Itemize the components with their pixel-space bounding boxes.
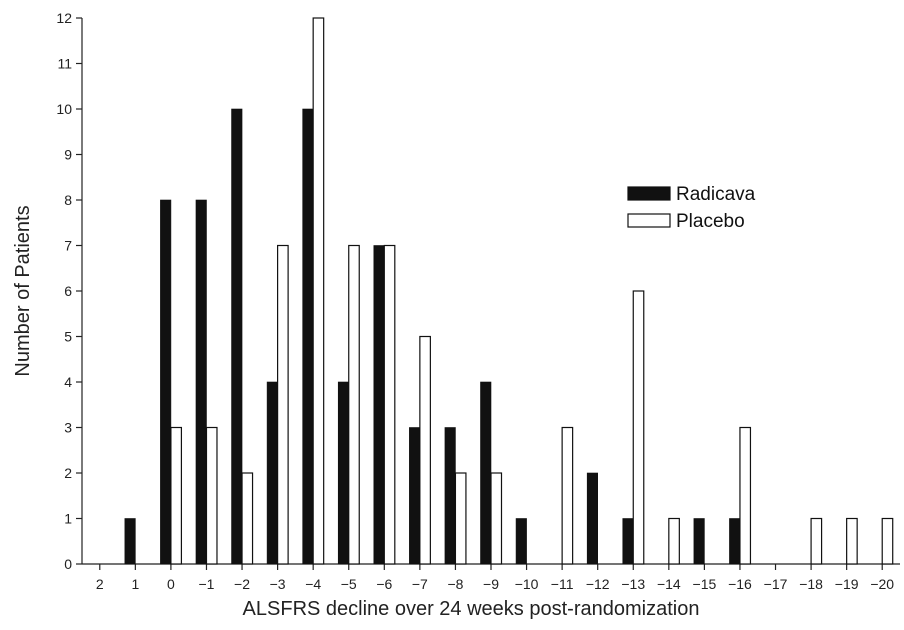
legend-label-placebo: Placebo [676, 211, 745, 232]
x-tick-label: 1 [131, 576, 139, 592]
bar-placebo-11 [490, 472, 503, 565]
bar-radicava-6 [302, 108, 314, 565]
bar-radicava-9 [409, 427, 421, 565]
x-tick-label: −9 [483, 576, 499, 592]
bar-placebo-6 [312, 17, 325, 565]
x-tick-label: −13 [621, 576, 645, 592]
y-tick-label: 4 [64, 374, 72, 390]
y-tick-label: 0 [64, 556, 72, 572]
bar-placebo-5 [277, 244, 289, 565]
y-tick-label: 11 [57, 56, 72, 72]
x-tick-label: −11 [551, 576, 574, 592]
y-axis-title: Number of Patients [12, 205, 34, 376]
x-tick-label: −7 [412, 576, 428, 592]
x-tick-label: −5 [341, 576, 357, 592]
x-tick-label: −19 [835, 576, 859, 592]
bar-placebo-21 [846, 517, 858, 565]
x-tick-label: −18 [799, 576, 823, 592]
bar-radicava-3 [195, 199, 207, 565]
y-tick-label: 5 [64, 329, 72, 345]
x-tick-label: −14 [657, 576, 681, 592]
bar-placebo-8 [383, 244, 396, 565]
y-tick-label: 7 [64, 238, 72, 254]
x-tick-label: −8 [447, 576, 463, 592]
bar-placebo-4 [241, 472, 254, 565]
bar-radicava-4 [231, 108, 243, 565]
legend-label-radicava: Radicava [676, 184, 756, 205]
bar-radicava-7 [337, 381, 350, 565]
y-tick-label: 10 [56, 101, 72, 117]
bar-placebo-15 [632, 290, 645, 565]
bar-placebo-20 [810, 517, 823, 565]
x-tick-label: −17 [764, 576, 788, 592]
bar-radicava-2 [160, 199, 172, 565]
y-tick-label: 6 [64, 283, 72, 299]
legend-swatch-radicava [627, 186, 671, 201]
y-tick-label: 2 [64, 465, 72, 481]
bar-placebo-9 [419, 335, 431, 565]
bar-radicava-18 [729, 518, 741, 565]
bar-radicava-5 [266, 381, 278, 565]
x-tick-label: 2 [96, 576, 104, 592]
y-tick-label: 8 [64, 192, 72, 208]
x-axis-title: ALSFRS decline over 24 weeks post-random… [243, 598, 700, 620]
bar-radicava-11 [480, 381, 492, 565]
x-tick-label: −12 [586, 576, 610, 592]
x-tick-label: 0 [167, 576, 175, 592]
x-tick-label: −1 [198, 576, 214, 592]
bar-radicava-10 [444, 427, 456, 565]
bar-placebo-18 [739, 426, 752, 565]
x-tick-label: −10 [515, 576, 539, 592]
x-tick-label: −4 [305, 576, 321, 592]
bar-placebo-16 [668, 517, 680, 565]
legend: Radicava Placebo [627, 184, 756, 232]
y-tick-label: 3 [64, 420, 72, 436]
x-tick-label: −15 [693, 576, 717, 592]
x-tick-label: −20 [870, 576, 894, 592]
bar-radicava-17 [693, 518, 705, 565]
bar-placebo-2 [170, 426, 183, 565]
bar-radicava-15 [622, 518, 634, 565]
bar-placebo-13 [561, 426, 574, 565]
bar-radicava-14 [586, 472, 598, 565]
bar-placebo-22 [881, 517, 894, 565]
legend-swatch-placebo [627, 213, 671, 228]
x-tick-label: −2 [234, 576, 250, 592]
y-tick-label: 1 [64, 511, 72, 527]
bar-radicava-12 [515, 518, 527, 565]
bar-radicava-1 [124, 518, 136, 565]
x-tick-label: −16 [728, 576, 752, 592]
x-tick-label: −6 [376, 576, 392, 592]
bar-placebo-7 [348, 244, 360, 565]
y-tick-label: 12 [56, 10, 72, 26]
bar-radicava-8 [373, 245, 385, 565]
bar-placebo-10 [454, 472, 467, 565]
bar-placebo-3 [205, 426, 218, 565]
bars [124, 17, 894, 565]
x-tick-label: −3 [270, 576, 286, 592]
y-tick-label: 9 [64, 147, 72, 163]
x-ticks: 2 1 0 −1 −2 −3 −4 −5 −6 −7 −8 −9 −10 −11 −12 −13 −14 −15−… [96, 564, 894, 592]
